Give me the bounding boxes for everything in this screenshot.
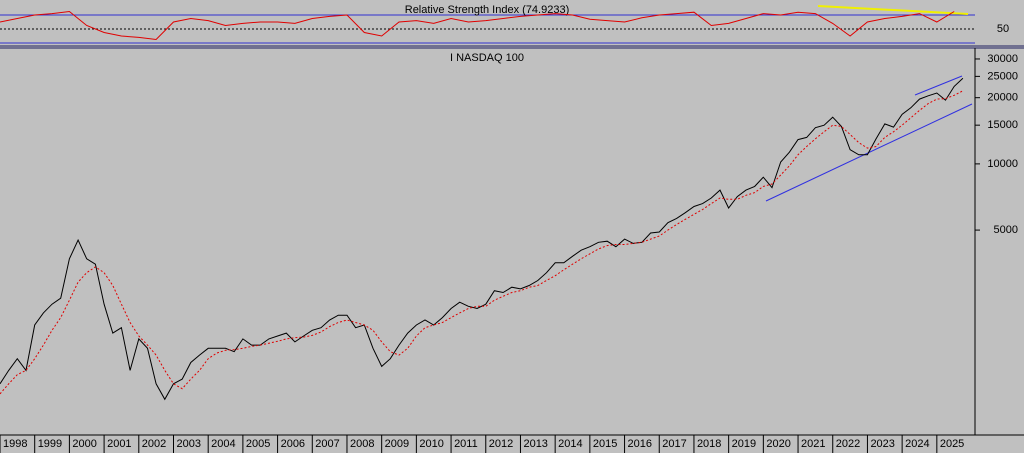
x-tick-label: 2008	[350, 438, 374, 450]
x-tick-label: 2012	[489, 438, 513, 450]
x-tick-label: 2024	[905, 438, 929, 450]
x-tick-label: 2001	[107, 438, 131, 450]
x-tick-label: 2000	[72, 438, 96, 450]
rsi-trend-line	[817, 5, 969, 15]
x-tick-label: 2019	[732, 438, 756, 450]
y-tick-label: 15000	[987, 119, 1018, 131]
x-tick-label: 2010	[419, 438, 443, 450]
series-line	[0, 10, 955, 41]
x-tick-label: 1999	[38, 438, 62, 450]
trend-line	[914, 75, 963, 96]
x-tick-label: 2025	[940, 438, 964, 450]
chart-title: I NASDAQ 100	[450, 52, 524, 64]
x-tick-label: 2014	[558, 438, 582, 450]
x-tick-label: 2004	[211, 438, 235, 450]
x-tick-label: 2006	[281, 438, 305, 450]
x-tick-label: 2002	[142, 438, 166, 450]
x-tick-label: 2003	[176, 438, 200, 450]
x-tick-label: 2009	[385, 438, 409, 450]
series-line	[0, 77, 964, 401]
x-tick-label: 2015	[593, 438, 617, 450]
x-tick-label: 2021	[801, 438, 825, 450]
x-tick-label: 1998	[3, 438, 27, 450]
x-tick-label: 2016	[628, 438, 652, 450]
y-tick-label: 20000	[987, 92, 1018, 104]
x-tick-label: 2018	[697, 438, 721, 450]
x-tick-label: 2013	[523, 438, 547, 450]
x-tick-label: 2005	[246, 438, 270, 450]
y-tick-label: 25000	[987, 70, 1018, 82]
x-tick-label: 2020	[766, 438, 790, 450]
y-tick-label: 30000	[987, 53, 1018, 65]
y-tick-label: 5000	[994, 224, 1018, 236]
x-tick-label: 2017	[662, 438, 686, 450]
rsi-title: Relative Strength Index (74.9233)	[405, 4, 570, 16]
x-tick-label: 2007	[315, 438, 339, 450]
x-tick-label: 2011	[454, 438, 478, 450]
x-tick-label: 2022	[836, 438, 860, 450]
y-tick-label: 10000	[987, 158, 1018, 170]
x-tick-label: 2023	[870, 438, 894, 450]
y-tick-label: 50	[997, 23, 1009, 35]
